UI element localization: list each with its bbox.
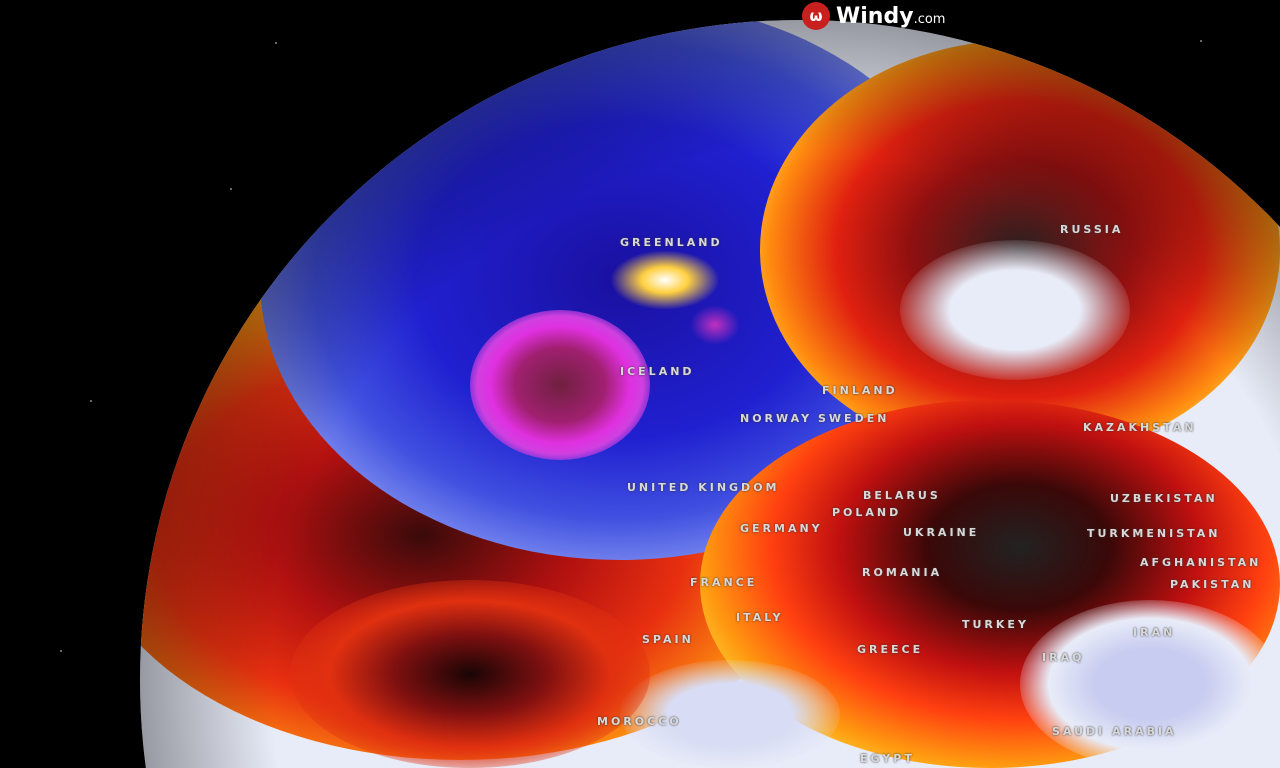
label-morocco: MOROCCO xyxy=(597,715,682,728)
label-romania: ROMANIA xyxy=(862,566,943,579)
label-kazakhstan: KAZAKHSTAN xyxy=(1083,421,1197,434)
label-pakistan: PAKISTAN xyxy=(1170,578,1255,591)
label-greenland: GREENLAND xyxy=(620,236,723,249)
greenland-highlight xyxy=(610,250,720,310)
label-uzbekistan: UZBEKISTAN xyxy=(1110,492,1218,505)
logo-text: Windy.com xyxy=(836,4,945,29)
label-italy: ITALY xyxy=(736,611,784,624)
label-greece: GREECE xyxy=(857,643,924,656)
windy-logo-icon: ω xyxy=(802,2,830,30)
cool-russia-patch xyxy=(900,240,1130,380)
weather-globe[interactable] xyxy=(140,20,1280,768)
label-united-kingdom: UNITED KINGDOM xyxy=(627,481,780,494)
cool-arabia-patch xyxy=(1020,600,1280,768)
cyclone-magenta xyxy=(470,310,650,460)
globe-shading xyxy=(140,20,1280,768)
label-iraq: IRAQ xyxy=(1042,651,1085,664)
label-finland: FINLAND xyxy=(822,384,898,397)
label-belarus: BELARUS xyxy=(863,489,941,502)
label-turkmenistan: TURKMENISTAN xyxy=(1087,527,1221,540)
label-sweden: SWEDEN xyxy=(818,412,890,425)
small-low-magenta xyxy=(690,305,740,345)
label-poland: POLAND xyxy=(832,506,902,519)
label-egypt: EGYPT xyxy=(860,752,915,765)
label-afghanistan: AFGHANISTAN xyxy=(1140,556,1262,569)
cool-africa-patch xyxy=(620,660,840,768)
brand-name: Windy xyxy=(836,3,914,29)
label-russia: RUSSIA xyxy=(1060,223,1124,236)
label-ukraine: UKRAINE xyxy=(903,526,980,539)
label-germany: GERMANY xyxy=(740,522,823,535)
brand-suffix: .com xyxy=(913,11,946,27)
label-iran: IRAN xyxy=(1133,626,1176,639)
label-saudi-arabia: SAUDI ARABIA xyxy=(1052,725,1177,738)
label-turkey: TURKEY xyxy=(962,618,1029,631)
label-france: FRANCE xyxy=(690,576,758,589)
label-norway: NORWAY xyxy=(740,412,813,425)
windy-logo[interactable]: ω Windy.com xyxy=(802,2,945,30)
label-spain: SPAIN xyxy=(642,633,694,646)
warm-atlantic-south xyxy=(290,580,650,768)
label-iceland: ICELAND xyxy=(620,365,695,378)
